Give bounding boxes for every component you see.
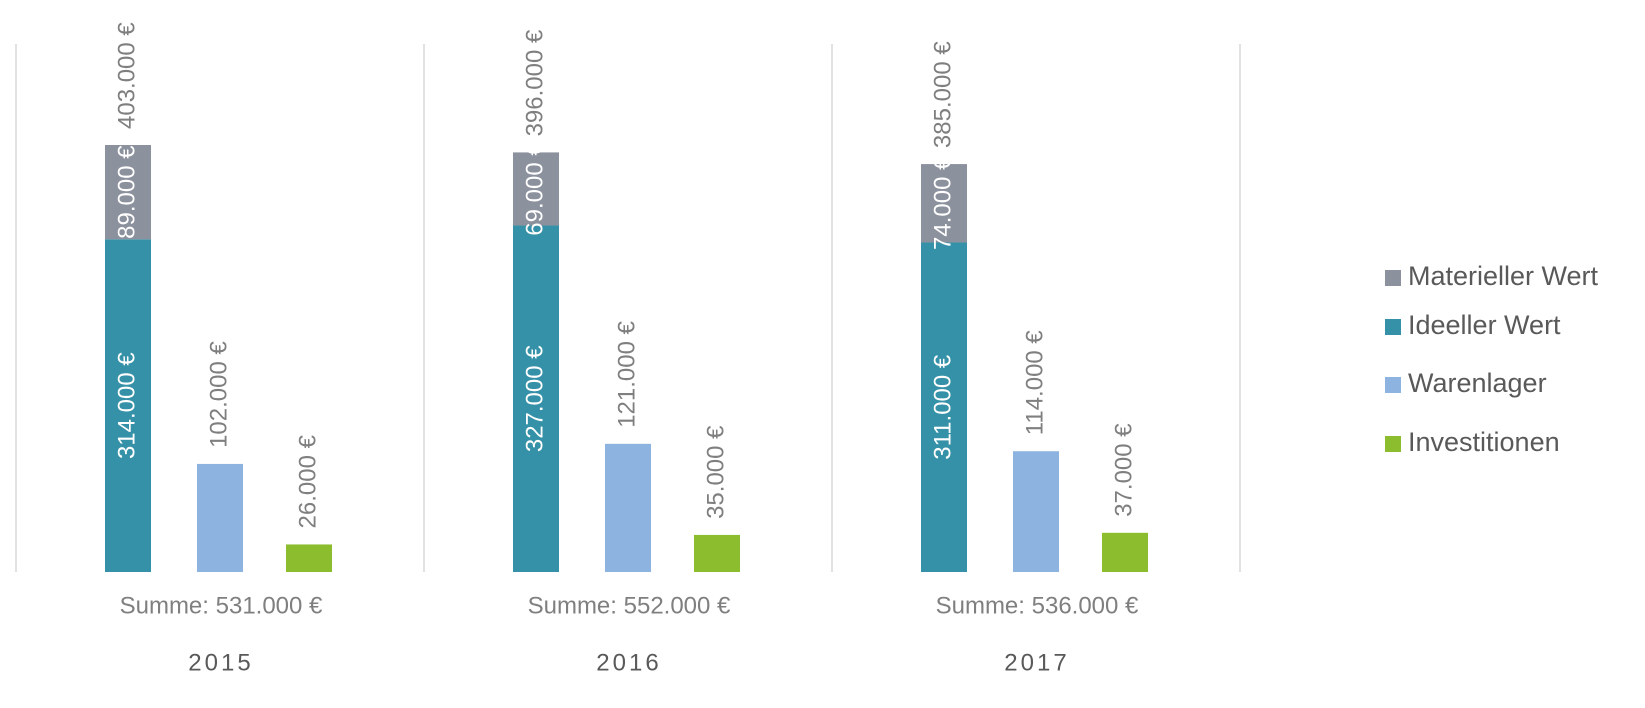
legend-swatch <box>1385 436 1401 452</box>
value-label: 74.000 € <box>929 156 956 250</box>
value-label: 102.000 € <box>205 341 232 448</box>
bar <box>286 544 332 572</box>
bar-segment <box>921 242 967 572</box>
bar <box>605 443 651 572</box>
sum-label: Summe: 552.000 € <box>528 592 731 619</box>
value-label: 385.000 € <box>929 41 956 148</box>
bar-segment <box>513 152 559 226</box>
value-label: 327.000 € <box>521 345 548 452</box>
value-label: 114.000 € <box>1021 330 1048 436</box>
bar-segment <box>921 164 967 243</box>
bar-segment <box>513 225 559 572</box>
value-label: 26.000 € <box>294 434 321 528</box>
legend-label: Ideeller Wert <box>1408 310 1561 340</box>
sum-label: Summe: 531.000 € <box>120 592 323 619</box>
x-tick-label: 2015 <box>188 649 253 676</box>
value-label: 89.000 € <box>113 145 140 239</box>
legend-label: Warenlager <box>1408 368 1547 398</box>
value-label: 396.000 € <box>521 29 548 136</box>
bar <box>1013 451 1059 572</box>
bar <box>1102 532 1148 572</box>
bar-segment <box>105 239 151 573</box>
x-tick-label: 2016 <box>596 649 661 676</box>
value-label: 314.000 € <box>113 352 140 459</box>
legend-label: Investitionen <box>1408 427 1560 457</box>
legend-swatch <box>1385 319 1401 335</box>
value-label: 35.000 € <box>702 425 729 519</box>
bar <box>694 534 740 572</box>
legend-swatch <box>1385 270 1401 286</box>
x-tick-label: 2017 <box>1004 649 1069 676</box>
legend-swatch <box>1385 377 1401 393</box>
value-label: 311.000 € <box>929 354 956 460</box>
value-label: 69.000 € <box>521 142 548 236</box>
value-label: 121.000 € <box>613 320 640 427</box>
value-label: 403.000 € <box>113 22 140 129</box>
bar-segment <box>105 145 151 240</box>
sum-label: Summe: 536.000 € <box>936 592 1139 619</box>
value-label: 37.000 € <box>1110 423 1137 517</box>
bar <box>197 463 243 572</box>
legend-label: Materieller Wert <box>1408 261 1599 291</box>
